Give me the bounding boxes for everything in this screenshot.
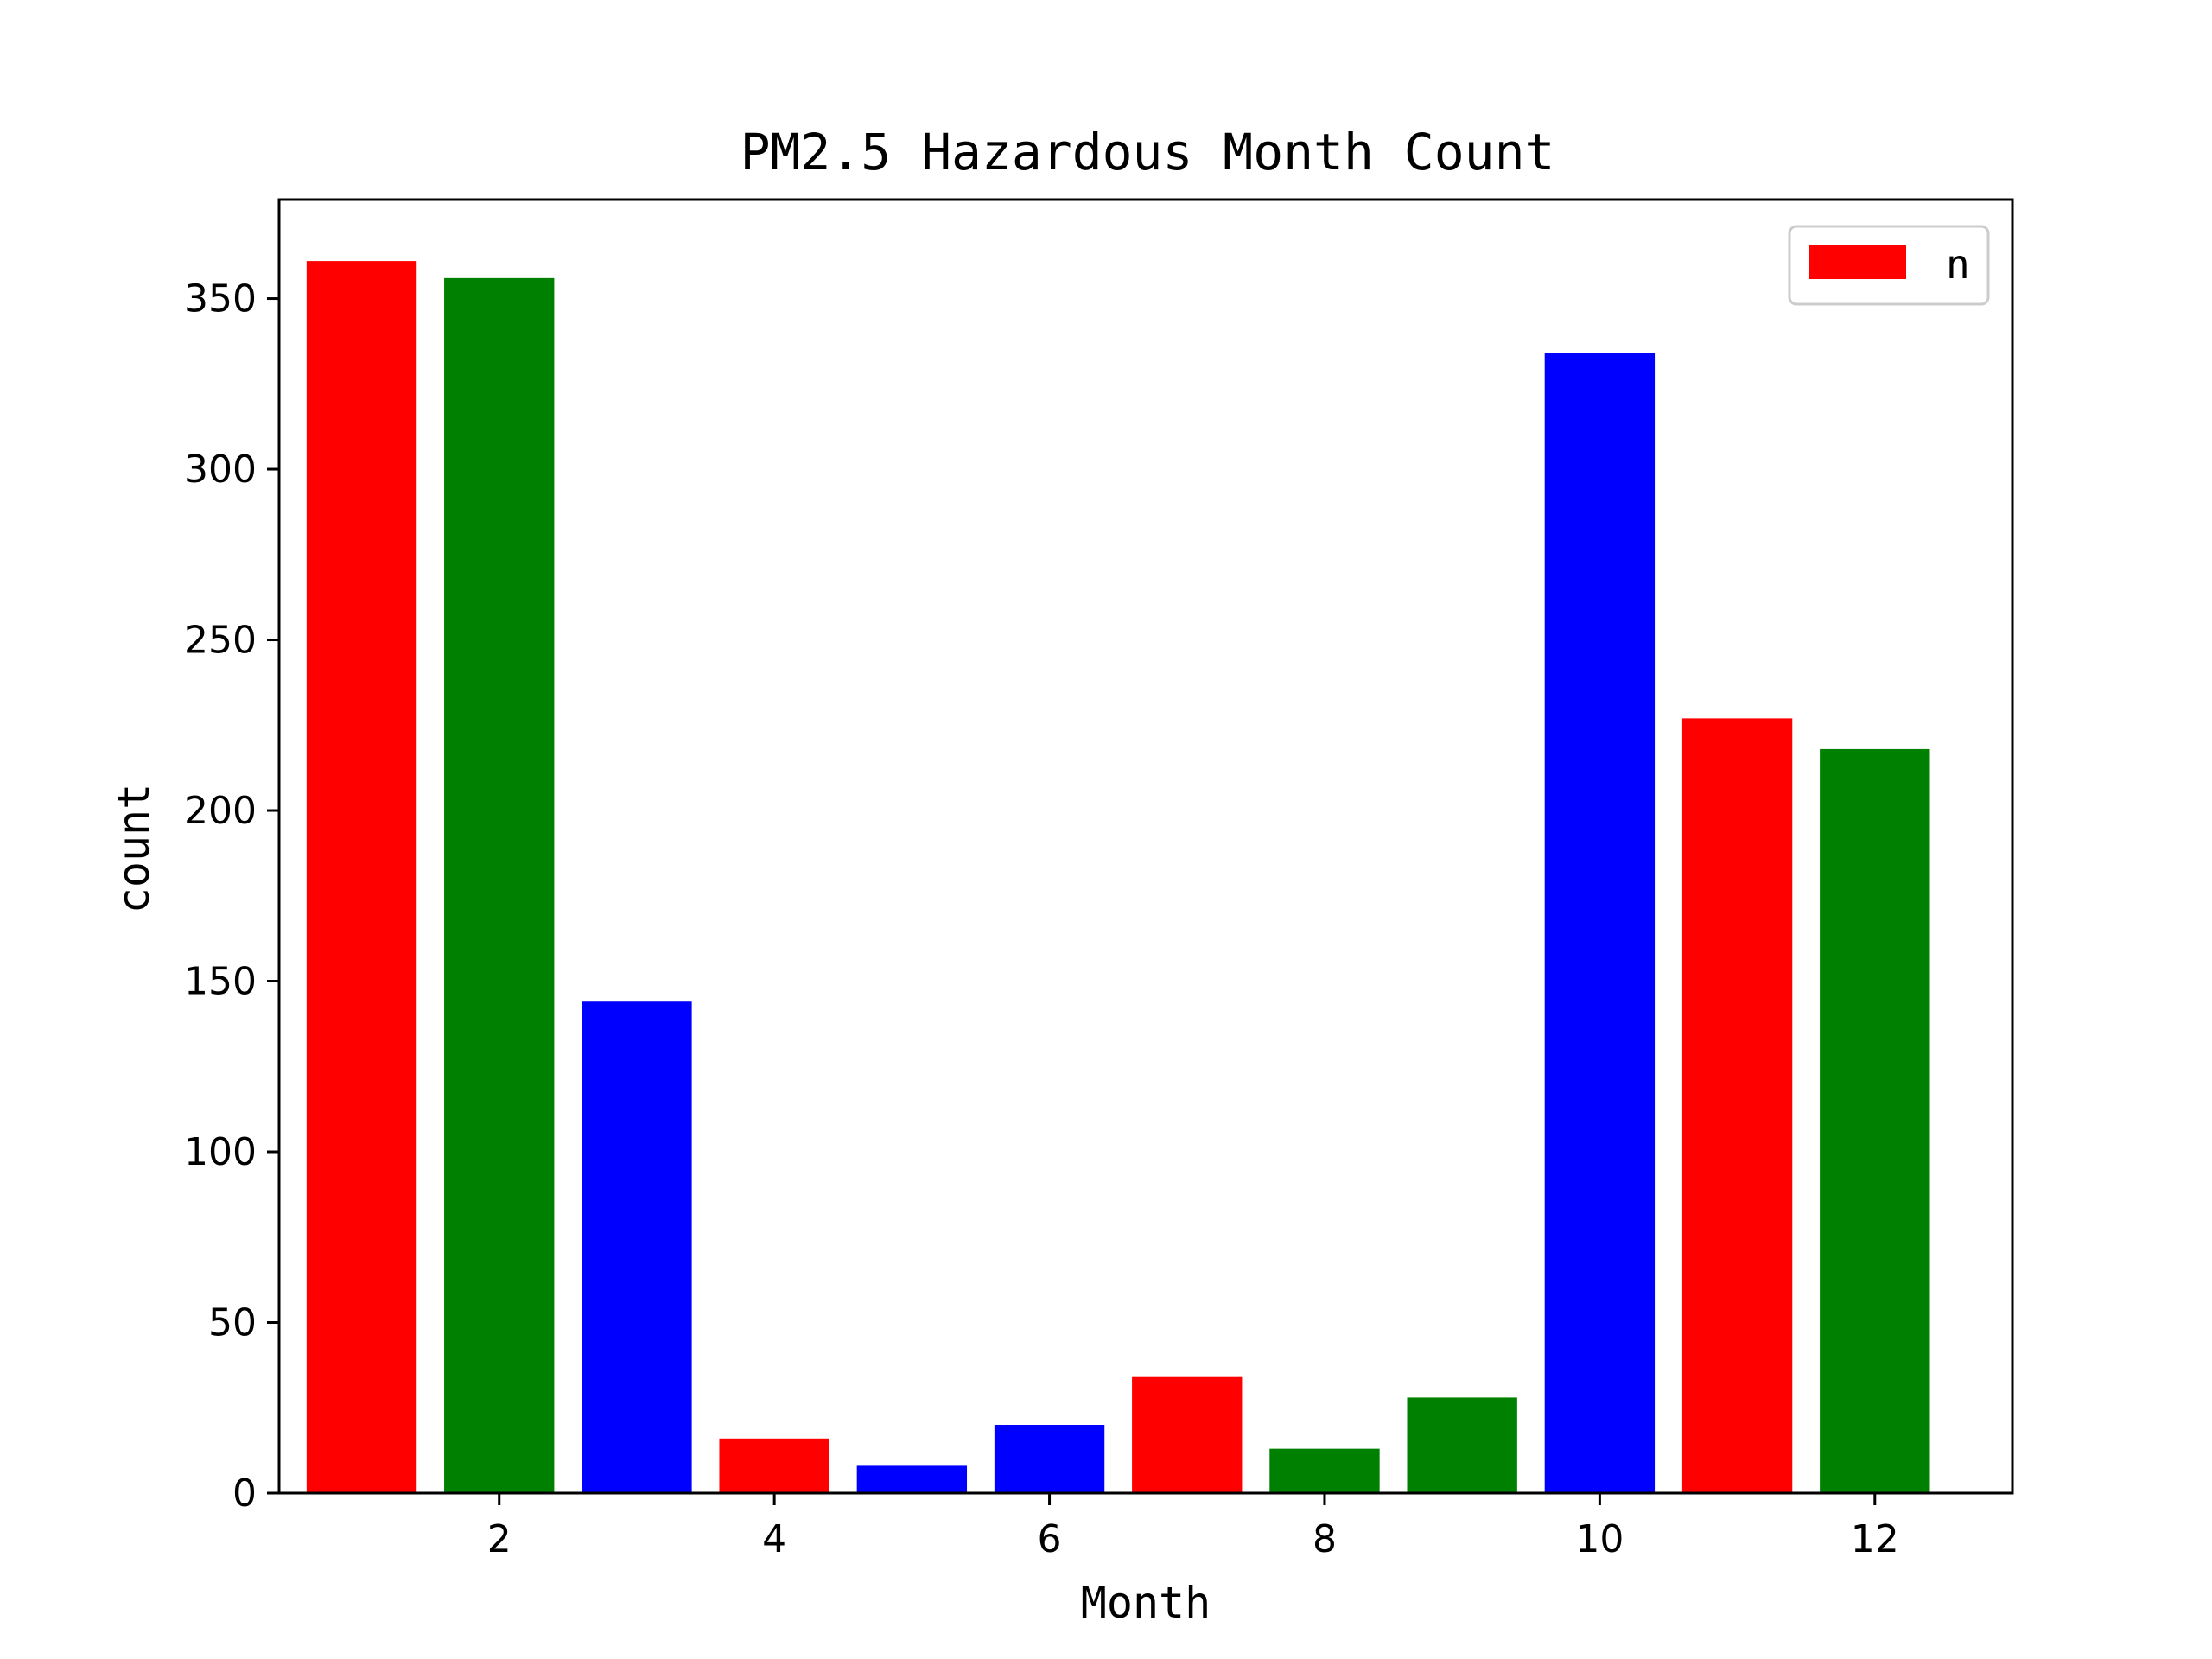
x-tick-label: 8 [1313, 1517, 1337, 1561]
bar-month-5 [856, 1465, 968, 1493]
x-tick-label: 4 [762, 1517, 786, 1561]
bar-month-2 [444, 277, 555, 1494]
bar-month-4 [719, 1438, 830, 1493]
bar-month-12 [1820, 748, 1930, 1493]
y-tick-label: 0 [232, 1471, 257, 1516]
y-tick-label: 250 [184, 619, 257, 663]
y-tick-label: 150 [184, 960, 257, 1004]
bars-group [306, 261, 1930, 1494]
x-axis-label: Month [1081, 1578, 1211, 1628]
y-tick-label: 50 [208, 1301, 257, 1345]
bar-month-7 [1132, 1376, 1243, 1493]
x-axis-ticks: 2 4 6 8 10 12 [487, 1493, 1899, 1561]
y-tick-label: 350 [184, 277, 257, 321]
x-tick-label: 6 [1038, 1517, 1062, 1561]
y-axis-ticks: 0 50 100 150 200 250 300 350 [184, 277, 279, 1516]
x-tick-label: 10 [1575, 1517, 1624, 1561]
y-tick-label: 300 [184, 448, 257, 492]
legend-label: n [1946, 241, 1970, 288]
legend-swatch [1809, 245, 1906, 279]
x-tick-label: 12 [1851, 1517, 1899, 1561]
plot-frame [277, 198, 2014, 1495]
bar-month-9 [1407, 1397, 1517, 1493]
bar-month-6 [994, 1425, 1105, 1493]
bar-month-1 [306, 261, 417, 1493]
y-tick-label: 200 [184, 789, 257, 833]
bar-month-10 [1544, 353, 1656, 1494]
bar-month-11 [1681, 718, 1793, 1493]
y-axis-label: count [109, 784, 159, 914]
x-tick-label: 2 [487, 1517, 512, 1561]
y-tick-label: 100 [184, 1130, 257, 1174]
bar-month-3 [582, 1001, 692, 1493]
bar-month-8 [1269, 1448, 1380, 1493]
chart-title: PM2.5 Hazardous Month Count [741, 123, 1555, 181]
legend: n [1788, 225, 1990, 306]
